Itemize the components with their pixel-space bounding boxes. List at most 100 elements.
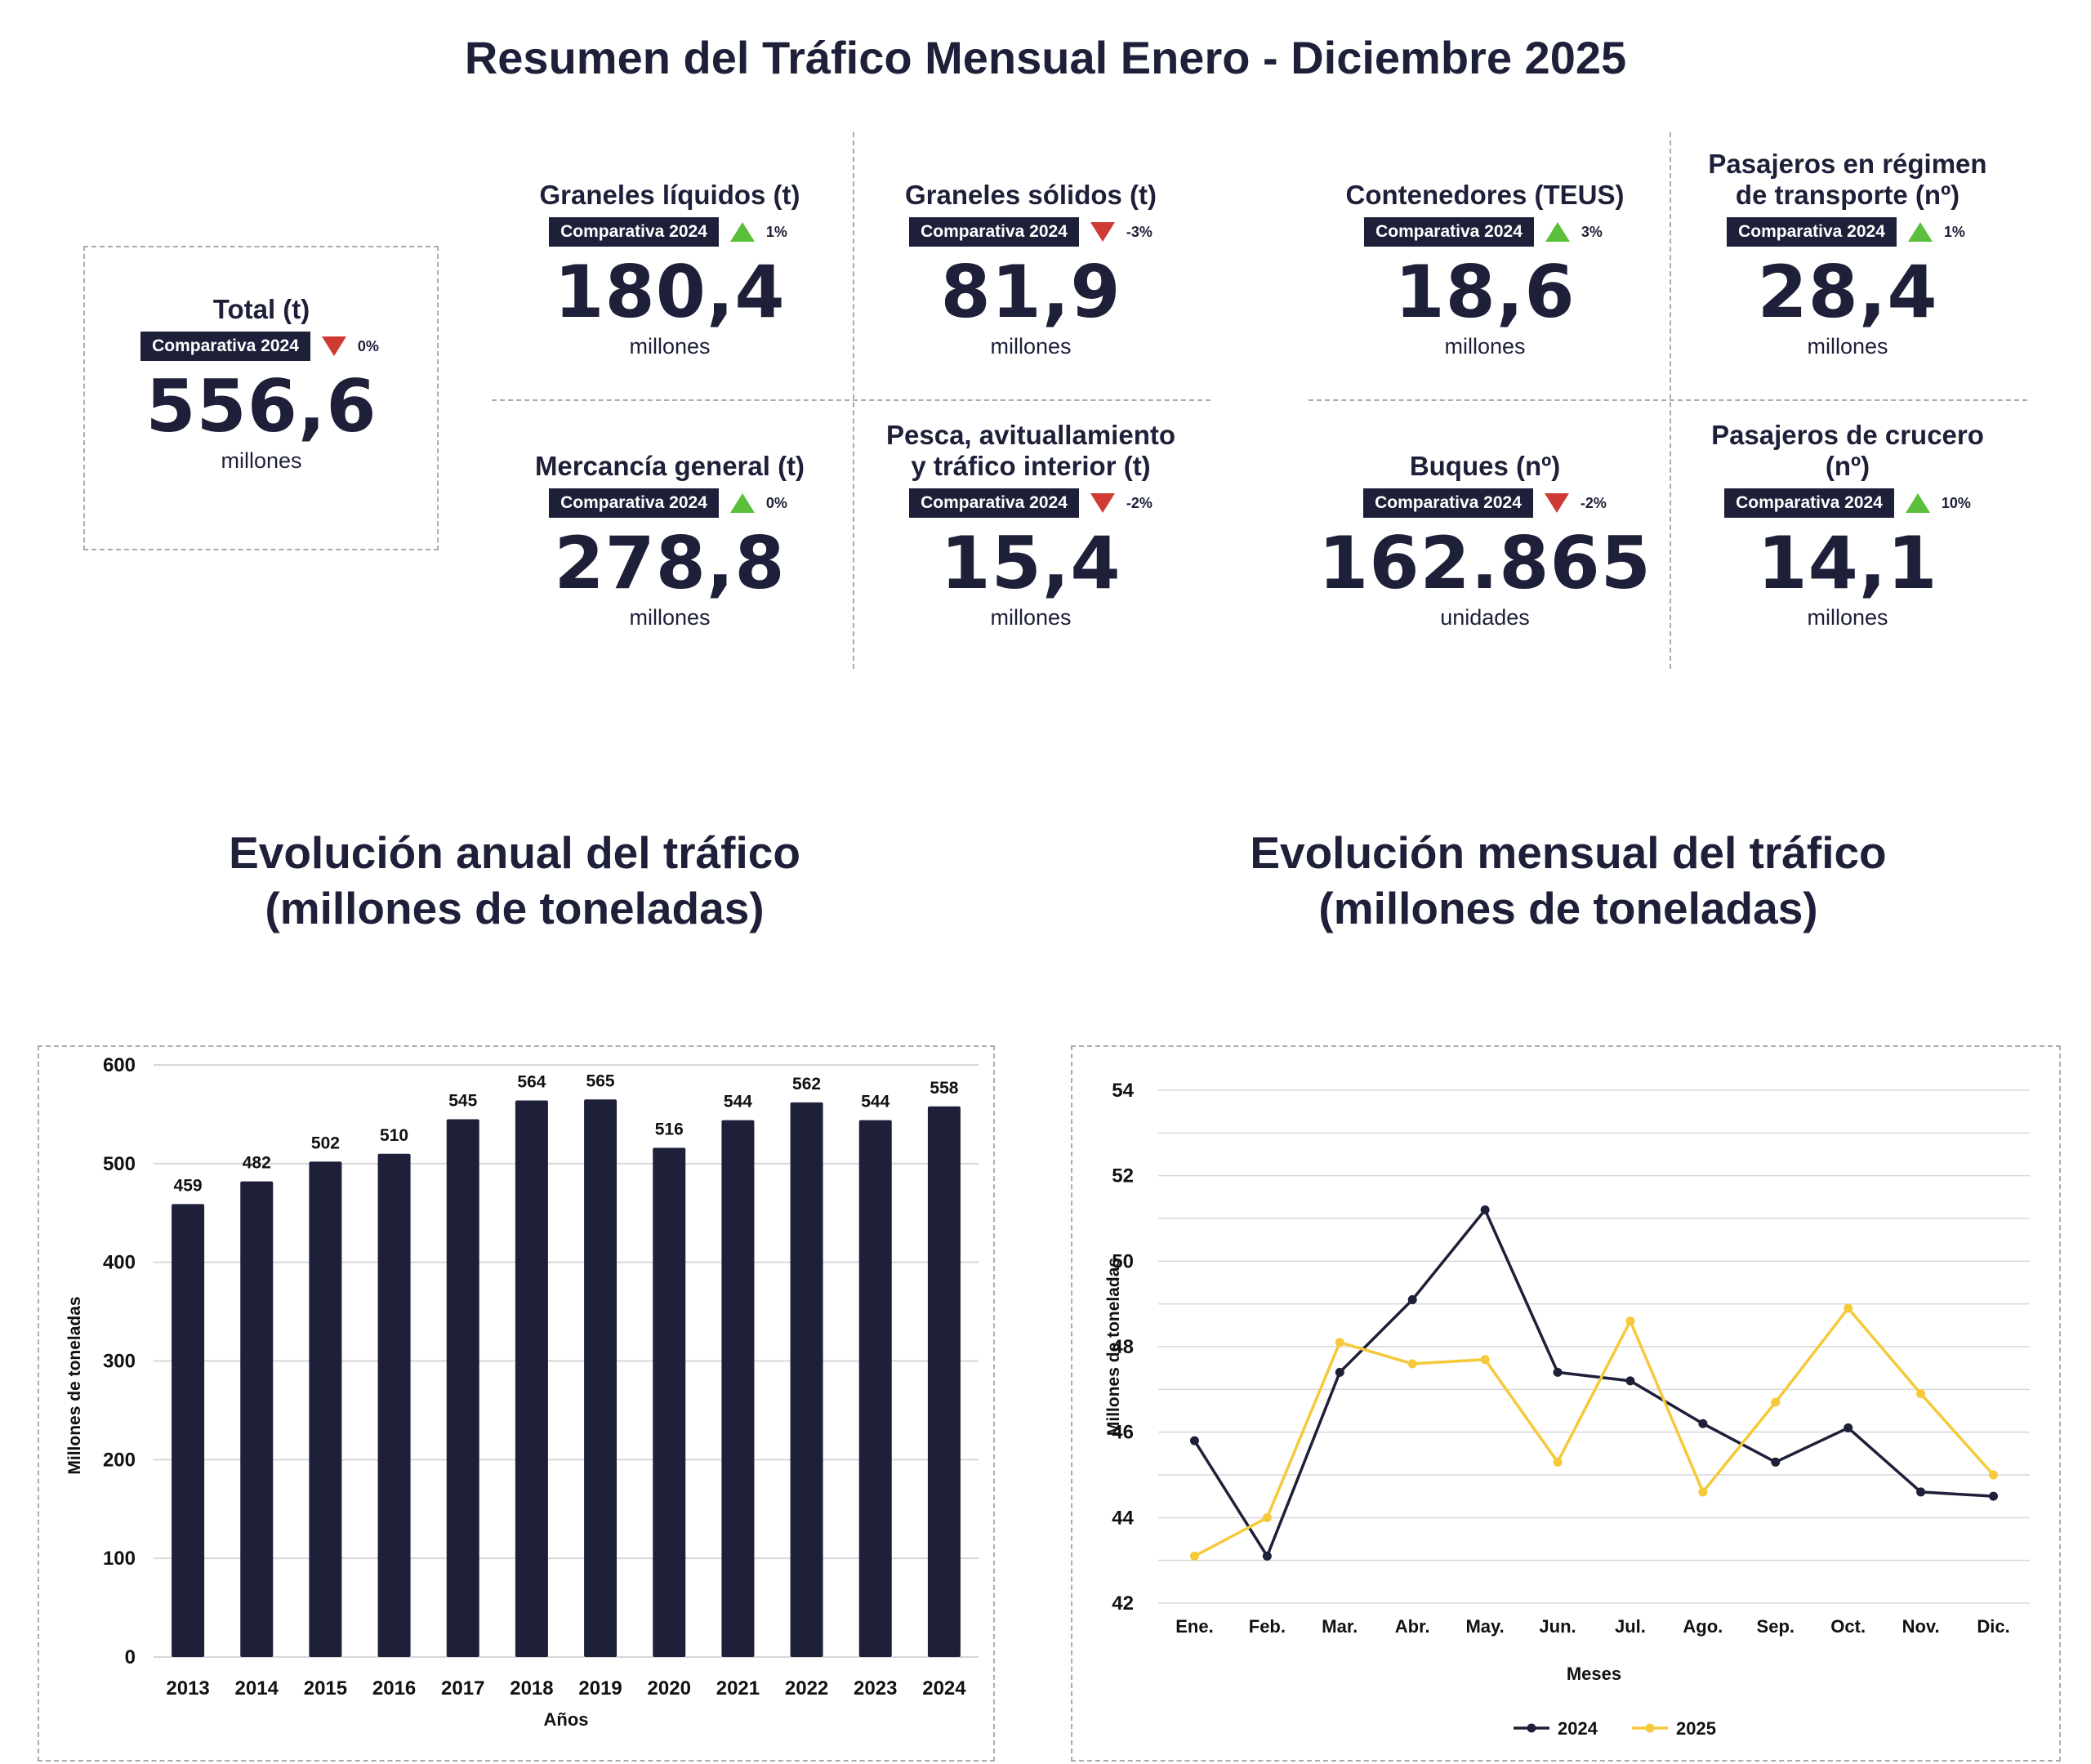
comparison-percent: 0% xyxy=(765,494,787,511)
comparison-percent: 1% xyxy=(1943,223,1965,240)
annual-bar-chart: 0 100 200 300 400 500 600 459 2013 482 2014 502 2015… xyxy=(65,1054,979,1730)
y-tick-label: 0 xyxy=(125,1646,136,1668)
monthly-chart-frame: 42 44 46 48 50 52 54 Ene. Feb. Mar. Abr. May. Jun. Ju… xyxy=(1071,1045,2061,1762)
trend-down-icon xyxy=(321,336,346,356)
kpi-card-mercancia-general: Mercancía general (t) Comparativa 2024 0% 2… xyxy=(490,451,849,696)
series-line-2025 xyxy=(1193,1306,1995,1557)
series-line-2024 xyxy=(1193,1207,1994,1560)
monthly-line-chart: 42 44 46 48 50 52 54 Ene. Feb. Mar. Abr. May. Jun. Ju… xyxy=(1104,1080,2030,1739)
kpi-value: 14,1 xyxy=(1757,521,1938,605)
data-point-2025 xyxy=(1407,1359,1417,1369)
x-tick-label: Jul. xyxy=(1615,1616,1646,1637)
kpi-value: 556,6 xyxy=(145,364,377,448)
legend-marker-2024 xyxy=(1527,1723,1536,1733)
data-point-2025 xyxy=(1916,1389,1926,1399)
kpi-card-graneles-solidos: Graneles sólidos (t) Comparativa 2024 -3% 8… xyxy=(851,180,1210,425)
comparison-percent: 10% xyxy=(1941,494,1971,511)
kpi-title-line: Pesca, avituallamiento xyxy=(886,420,1175,450)
kpi-unit: millones xyxy=(629,605,711,630)
data-point-2025 xyxy=(1335,1338,1344,1348)
x-tick-label: 2023 xyxy=(854,1677,897,1699)
kpi-title-line: Mercancía general (t) xyxy=(534,451,805,481)
kpi-title-line: Graneles líquidos (t) xyxy=(539,180,800,210)
y-tick-label: 400 xyxy=(103,1252,136,1274)
x-tick-label: 2015 xyxy=(304,1677,347,1699)
comparison-badge: Comparativa 2024 xyxy=(909,217,1079,247)
data-point-2025 xyxy=(1553,1457,1563,1467)
bar xyxy=(858,1120,892,1657)
data-point-2024 xyxy=(1480,1205,1490,1215)
trend-down-icon xyxy=(1544,493,1569,513)
bar-value-label: 544 xyxy=(724,1093,752,1111)
comparison-percent: -2% xyxy=(1126,494,1153,511)
trend-up-icon xyxy=(1907,222,1933,242)
y-tick-label: 50 xyxy=(1112,1250,1134,1272)
x-tick-label: 2017 xyxy=(441,1677,484,1699)
comparison-percent: 0% xyxy=(357,337,379,354)
x-tick-label: 2022 xyxy=(785,1677,828,1699)
kpi-card-pasajeros-crucero: Pasajeros de crucero (nº) Comparativa 2024… xyxy=(1668,420,2027,665)
y-tick-label: 300 xyxy=(103,1351,136,1373)
legend-label: 2025 xyxy=(1676,1718,1716,1739)
bar-value-label: 502 xyxy=(311,1134,340,1152)
kpi-comparison-row: Comparativa 2024 -2% xyxy=(1305,488,1665,518)
kpi-unit: millones xyxy=(221,448,302,473)
y-tick-label: 600 xyxy=(103,1054,136,1076)
monthly-chart-title-line-1: Evolución mensual del tráfico xyxy=(1250,827,1887,878)
y-tick-label: 54 xyxy=(1112,1080,1134,1102)
kpi-value: 18,6 xyxy=(1394,250,1576,334)
bar xyxy=(721,1120,755,1657)
bar xyxy=(240,1181,274,1657)
total-kpi-box xyxy=(83,246,439,550)
comparison-badge: Comparativa 2024 xyxy=(1364,217,1534,247)
bar xyxy=(172,1204,205,1657)
comparison-percent: 3% xyxy=(1581,223,1603,240)
kpi-value: 28,4 xyxy=(1757,250,1938,334)
kpi-value: 162.865 xyxy=(1318,521,1652,605)
annual-chart-title-line-2: (millones de toneladas) xyxy=(265,883,765,933)
kpi-value: 81,9 xyxy=(940,250,1121,334)
kpi-unit: millones xyxy=(1807,334,1888,359)
data-point-2025 xyxy=(1189,1551,1199,1561)
y-tick-label: 52 xyxy=(1112,1165,1134,1187)
x-tick-label: Nov. xyxy=(1902,1616,1940,1637)
kpi-comparison-row: Comparativa 2024 0% xyxy=(490,488,849,518)
kpi-title: Pasajeros en régimen de transporte (nº) xyxy=(1668,149,2027,211)
bar xyxy=(515,1100,548,1657)
kpi-title: Graneles líquidos (t) xyxy=(490,180,849,211)
bar-value-label: 516 xyxy=(655,1120,684,1139)
kpi-value: 180,4 xyxy=(554,250,786,334)
comparison-badge: Comparativa 2024 xyxy=(1363,488,1533,518)
kpi-title-line: y tráfico interior (t) xyxy=(911,451,1151,481)
x-tick-label: 2021 xyxy=(716,1677,760,1699)
x-tick-label: Ene. xyxy=(1175,1616,1213,1637)
comparison-badge: Comparativa 2024 xyxy=(549,217,719,247)
bar xyxy=(377,1153,411,1657)
comparison-badge: Comparativa 2024 xyxy=(140,332,310,361)
kpi-divider-horizontal xyxy=(1309,399,2027,401)
y-axis-label: Millones de toneladas xyxy=(1104,1258,1123,1436)
data-point-2025 xyxy=(1844,1303,1853,1313)
bar-value-label: 459 xyxy=(174,1176,203,1195)
kpi-title: Graneles sólidos (t) xyxy=(851,180,1210,211)
kpi-title-line: Contenedores (TEUS) xyxy=(1345,180,1625,210)
kpi-title: Total (t) xyxy=(82,294,441,325)
x-tick-label: Ago. xyxy=(1683,1616,1723,1637)
bar xyxy=(927,1106,961,1657)
x-tick-label: 2014 xyxy=(235,1677,279,1699)
kpi-value: 15,4 xyxy=(940,521,1121,605)
legend-label: 2024 xyxy=(1558,1718,1598,1739)
legend-marker-2025 xyxy=(1645,1723,1655,1733)
comparison-badge: Comparativa 2024 xyxy=(1727,217,1897,247)
kpi-title: Contenedores (TEUS) xyxy=(1305,180,1665,211)
y-tick-label: 44 xyxy=(1112,1507,1134,1529)
kpi-value: 278,8 xyxy=(554,521,786,605)
kpi-comparison-row: Comparativa 2024 0% xyxy=(82,332,441,361)
y-tick-label: 48 xyxy=(1112,1336,1134,1358)
annual-chart-title-line-1: Evolución anual del tráfico xyxy=(229,827,800,878)
y-axis-label: Millones de toneladas xyxy=(65,1296,84,1474)
trend-down-icon xyxy=(1090,222,1115,242)
x-tick-label: 2019 xyxy=(578,1677,622,1699)
data-point-2025 xyxy=(1480,1355,1490,1365)
trend-up-icon xyxy=(1905,493,1930,513)
